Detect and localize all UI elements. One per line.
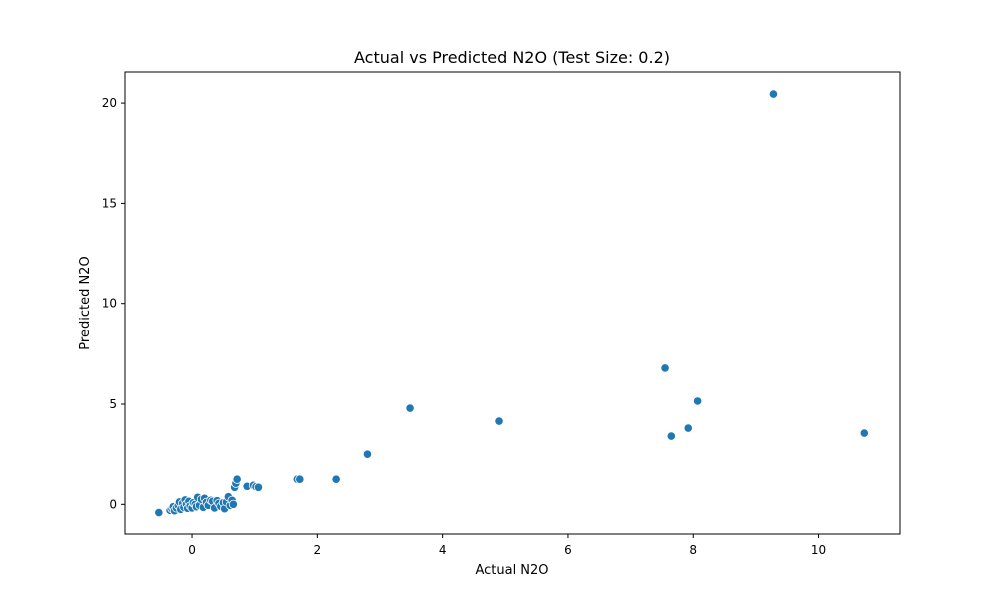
data-point bbox=[768, 89, 779, 99]
x-axis-label: Actual N2O bbox=[475, 563, 548, 578]
data-point bbox=[660, 363, 670, 373]
data-point bbox=[295, 474, 305, 484]
x-tick-label: 2 bbox=[314, 543, 322, 557]
x-tick-label: 8 bbox=[689, 543, 697, 557]
y-tick-label: 20 bbox=[102, 96, 117, 110]
data-point bbox=[331, 474, 341, 484]
data-point bbox=[154, 507, 164, 518]
data-point bbox=[693, 396, 703, 406]
data-point bbox=[859, 428, 869, 438]
x-tick-label: 0 bbox=[188, 543, 196, 557]
plot-frame bbox=[124, 71, 901, 535]
y-axis-ticks: 0 5 10 15 20 bbox=[102, 96, 125, 511]
plot-background bbox=[125, 72, 900, 534]
x-tick-label: 4 bbox=[439, 543, 447, 557]
y-axis-label: Predicted N2O bbox=[78, 256, 93, 349]
data-points bbox=[154, 89, 869, 518]
x-axis-ticks: 0 2 4 6 8 10 bbox=[188, 534, 826, 557]
y-tick-label: 15 bbox=[102, 196, 117, 210]
chart-title: Actual vs Predicted N2O (Test Size: 0.2) bbox=[354, 48, 670, 67]
data-point bbox=[683, 423, 693, 433]
data-point bbox=[228, 499, 238, 509]
data-point bbox=[232, 474, 242, 484]
y-tick-label: 10 bbox=[102, 297, 117, 311]
data-point bbox=[405, 403, 415, 413]
y-tick-label: 0 bbox=[109, 497, 117, 511]
data-point bbox=[253, 482, 264, 492]
data-point bbox=[666, 431, 676, 441]
data-point bbox=[494, 416, 504, 426]
data-point bbox=[362, 449, 373, 459]
x-tick-label: 6 bbox=[564, 543, 572, 557]
x-tick-label: 10 bbox=[811, 543, 826, 557]
y-tick-label: 5 bbox=[109, 397, 117, 411]
